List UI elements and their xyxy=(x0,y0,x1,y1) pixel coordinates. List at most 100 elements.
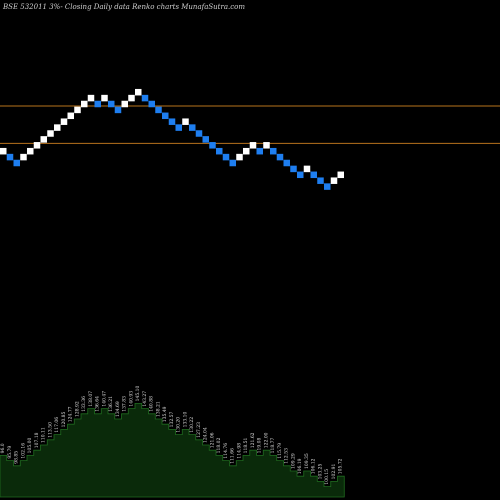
up-brick xyxy=(263,142,270,149)
volume-label: 113.50 xyxy=(47,422,53,438)
up-brick xyxy=(249,142,257,149)
down-brick xyxy=(13,159,20,167)
volume-label: 124.77 xyxy=(68,406,74,422)
up-brick xyxy=(81,100,88,108)
up-brick xyxy=(27,147,34,155)
volume-label: 118.51 xyxy=(243,438,249,454)
volume-label: 105.00 xyxy=(27,438,33,454)
volume-label: 130.22 xyxy=(189,417,195,433)
down-brick xyxy=(216,147,223,155)
down-brick xyxy=(141,94,149,102)
down-brick xyxy=(270,147,277,155)
volume-label: 130.20 xyxy=(176,417,182,433)
volume-label: 138.07 xyxy=(88,391,94,407)
volume-label: 121.06 xyxy=(209,432,215,448)
volume-label: 114.76 xyxy=(223,443,229,459)
volume-label: 120.85 xyxy=(61,412,67,428)
chart-title: BSE 532011 3%- Closing Daily data Renko … xyxy=(2,3,245,11)
volume-label: 122.00 xyxy=(263,432,269,448)
volume-label: 140.47 xyxy=(101,391,107,407)
volume-label: 133.10 xyxy=(182,412,188,428)
volume-label: 103.25 xyxy=(317,464,323,480)
volume-label: 106.19 xyxy=(297,458,303,474)
down-brick xyxy=(108,100,115,108)
volume-label: 135.49 xyxy=(162,406,168,422)
up-brick xyxy=(54,124,61,131)
down-brick xyxy=(94,100,101,108)
volume-label: 105.72 xyxy=(338,458,344,474)
up-brick xyxy=(87,94,95,102)
down-brick xyxy=(297,171,304,179)
renko-bricks xyxy=(0,88,344,190)
volume-label: 95.79 xyxy=(7,446,13,459)
up-brick xyxy=(337,171,344,179)
down-brick xyxy=(256,147,263,155)
up-brick xyxy=(101,94,108,102)
down-brick xyxy=(175,124,182,131)
volume-label: 137.83 xyxy=(122,396,128,412)
down-brick xyxy=(6,153,14,161)
volume-label: 106.12 xyxy=(311,458,317,474)
volume-label: 118.77 xyxy=(270,438,276,454)
down-brick xyxy=(317,177,324,184)
up-brick xyxy=(74,106,81,114)
volume-label: 133.36 xyxy=(81,396,87,412)
down-brick xyxy=(229,159,236,167)
volume-label: 109.29 xyxy=(290,453,296,469)
down-brick xyxy=(290,165,297,173)
down-brick xyxy=(283,159,290,167)
down-brick xyxy=(114,106,122,114)
down-brick xyxy=(162,112,169,120)
volume-label: 127.23 xyxy=(196,422,202,438)
up-brick xyxy=(20,153,27,161)
volume-area-shape xyxy=(0,403,345,498)
volume-labels: 96.0 95.79 98.85 102.16 105.00 107.18 110.11 11… xyxy=(0,386,344,485)
down-brick xyxy=(148,100,155,108)
up-brick xyxy=(182,118,189,125)
volume-label: 119.08 xyxy=(257,438,263,454)
volume-label: 143.27 xyxy=(142,391,148,407)
volume-label: 98.85 xyxy=(14,451,20,464)
volume-label: 140.88 xyxy=(149,396,155,412)
volume-label: 117.06 xyxy=(54,417,60,433)
up-brick xyxy=(0,147,7,155)
up-brick xyxy=(330,177,338,184)
volume-label: 96.0 xyxy=(0,443,6,453)
down-brick xyxy=(209,142,216,149)
up-brick xyxy=(303,165,311,173)
volume-label: 134.69 xyxy=(115,401,121,417)
volume-label: 112.53 xyxy=(284,448,290,464)
volume-label: 102.16 xyxy=(20,443,26,459)
down-brick xyxy=(168,118,176,125)
volume-label: 121.62 xyxy=(250,432,256,448)
volume-label: 118.02 xyxy=(216,438,222,454)
up-brick xyxy=(135,88,142,96)
up-brick xyxy=(47,130,54,137)
volume-label: 109.35 xyxy=(304,453,310,469)
volume-label: 145.10 xyxy=(135,386,141,402)
up-brick xyxy=(60,118,68,125)
volume-label: 115.79 xyxy=(277,443,283,459)
volume-label: 128.92 xyxy=(74,401,80,417)
down-brick xyxy=(324,183,331,190)
volume-label: 107.18 xyxy=(34,432,40,448)
volume-label: 132.57 xyxy=(169,412,175,428)
volume-label: 136.64 xyxy=(95,396,101,412)
up-brick xyxy=(236,153,243,161)
volume-label: 124.04 xyxy=(203,427,209,443)
volume-label: 111.66 xyxy=(230,448,236,464)
down-brick xyxy=(276,153,284,161)
volume-label: 100.15 xyxy=(324,469,330,485)
down-brick xyxy=(155,106,162,114)
volume-area xyxy=(0,403,345,498)
up-brick xyxy=(67,112,74,120)
down-brick xyxy=(195,130,203,137)
volume-label: 110.11 xyxy=(41,427,47,443)
up-brick xyxy=(40,136,47,143)
up-brick xyxy=(243,147,250,155)
down-brick xyxy=(310,171,317,179)
down-brick xyxy=(189,124,196,131)
down-brick xyxy=(202,136,209,143)
volume-label: 114.98 xyxy=(236,443,242,459)
